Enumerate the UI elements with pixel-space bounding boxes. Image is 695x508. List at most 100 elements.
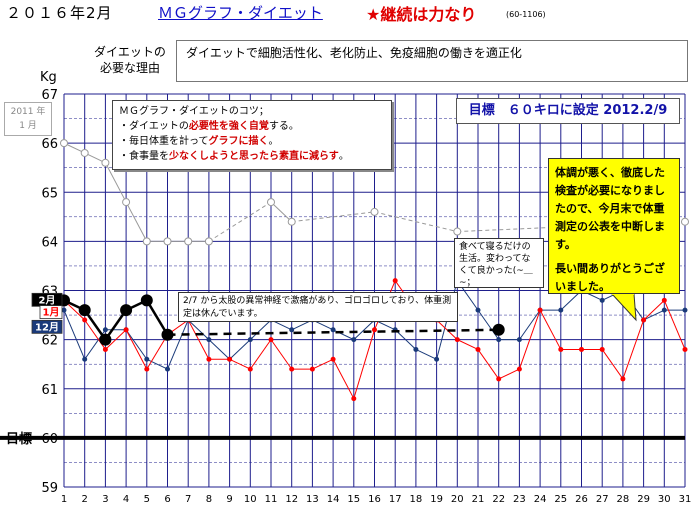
series-line-1月-29: [644, 300, 665, 320]
series-point-12月-5: [145, 357, 149, 361]
x-tick-label-4: 4: [123, 494, 129, 505]
series-point-1月-11: [269, 338, 273, 342]
x-tick-label-18: 18: [410, 494, 423, 505]
series-point-12月-22: [497, 338, 501, 342]
series-point-1月-8: [207, 357, 211, 361]
x-tick-label-19: 19: [430, 494, 443, 505]
x-tick-label-12: 12: [285, 494, 298, 505]
series-point-1月-22: [497, 377, 501, 381]
series-point-2月-6: [162, 329, 173, 340]
series-point-2011年1月-11: [268, 199, 275, 206]
series-line-2月-5: [147, 300, 168, 334]
series-point-1月-3: [103, 347, 107, 351]
x-tick-label-2: 2: [82, 494, 88, 505]
x-tick-label-5: 5: [144, 494, 150, 505]
series-point-12月-12: [290, 328, 294, 332]
x-tick-label-25: 25: [554, 494, 567, 505]
series-line-12月-8: [209, 340, 230, 360]
series-line-12月-23: [519, 310, 540, 339]
series-line-1月-11: [271, 340, 292, 369]
series-point-1月-13: [310, 367, 314, 371]
start-label-2011: 2011 年 1 月: [4, 102, 52, 136]
series-point-12月-6: [166, 367, 170, 371]
start-label-line1: 2011 年: [5, 105, 51, 119]
series-point-12月-27: [600, 298, 604, 302]
series-line-12月-18: [416, 349, 437, 359]
series-point-1月-26: [580, 347, 584, 351]
series-point-1月-10: [248, 367, 252, 371]
x-tick-label-24: 24: [534, 494, 547, 505]
series-line-1月-30: [664, 300, 685, 349]
series-point-12月-2: [83, 357, 87, 361]
series-line-1月-10: [250, 340, 271, 369]
page-motto: ★継続は力なり: [366, 1, 476, 25]
series-point-12月-19: [435, 357, 439, 361]
notice-pointer: [612, 294, 636, 320]
series-point-1月-27: [600, 347, 604, 351]
event-note: 2/7 から太股の異常神経で激痛があり、ゴロゴロしており、体重測定は休んでいます…: [178, 292, 458, 322]
series-point-1月-21: [476, 347, 480, 351]
x-tick-label-27: 27: [596, 494, 609, 505]
series-point-12月-15: [352, 338, 356, 342]
series-point-1月-2: [83, 318, 87, 322]
series-point-1月-14: [331, 357, 335, 361]
x-tick-label-9: 9: [226, 494, 232, 505]
notice-para-2: 長い間ありがとうございました。: [555, 260, 673, 296]
series-line-1月-22: [499, 369, 520, 379]
reason-label-line2: 必要な理由: [94, 60, 166, 76]
series-line-12月-9: [230, 340, 251, 360]
x-tick-label-20: 20: [451, 494, 464, 505]
series-point-2011年1月-4: [123, 199, 130, 206]
x-tick-label-16: 16: [368, 494, 381, 505]
legend-tag-label-1月: 1月: [43, 307, 60, 319]
series-line-2011年1月-11: [271, 202, 292, 222]
series-point-12月-3: [103, 328, 107, 332]
y-tick-label-62: 62: [41, 334, 58, 349]
series-point-1月-16: [373, 328, 377, 332]
series-point-1月-20: [455, 338, 459, 342]
series-point-12月-18: [414, 347, 418, 351]
x-tick-label-23: 23: [513, 494, 526, 505]
series-point-1月-31: [683, 347, 687, 351]
series-point-1月-23: [517, 367, 521, 371]
series-point-12月-14: [331, 328, 335, 332]
x-tick-label-22: 22: [492, 494, 505, 505]
series-point-1月-5: [145, 367, 149, 371]
series-point-2011年1月-20: [454, 228, 461, 235]
x-tick-label-3: 3: [102, 494, 108, 505]
series-point-2月-3: [100, 334, 111, 345]
series-point-2011年1月-7: [185, 238, 192, 245]
series-point-1月-29: [642, 318, 646, 322]
series-line-1月-28: [623, 320, 644, 379]
series-point-1月-25: [559, 347, 563, 351]
series-line-12月-7: [188, 320, 209, 340]
series-point-1月-24: [538, 308, 542, 312]
series-line-12月-10: [250, 320, 271, 340]
series-point-1月-30: [662, 298, 666, 302]
series-line-2011年1月-8: [209, 202, 271, 241]
series-point-12月-31: [683, 308, 687, 312]
x-tick-label-21: 21: [472, 494, 485, 505]
series-point-12月-1: [62, 308, 66, 312]
page-title-link[interactable]: ＭＧグラフ・ダイエット: [158, 2, 323, 23]
y-tick-label-66: 66: [41, 137, 58, 152]
y-tick-label-61: 61: [41, 383, 58, 398]
notice-box: 体調が悪く、徹底した検査が必要になりましたので、今月末で体重測定の公表を中断しま…: [548, 158, 680, 294]
y-tick-label-65: 65: [41, 186, 58, 201]
comment-box: 食べて寝るだけの生活。変わってなくて良かった(~＿~；: [454, 238, 544, 288]
x-tick-label-29: 29: [637, 494, 650, 505]
start-label-line2: 1 月: [5, 119, 51, 133]
x-tick-label-8: 8: [206, 494, 212, 505]
x-tick-label-31: 31: [679, 494, 692, 505]
x-tick-label-15: 15: [347, 494, 360, 505]
x-tick-label-11: 11: [265, 494, 278, 505]
x-tick-label-1: 1: [61, 494, 67, 505]
goal-note: 目標 ６０キロに設定 2012.2/9: [456, 98, 680, 124]
series-point-12月-23: [517, 338, 521, 342]
series-point-12月-30: [662, 308, 666, 312]
series-line-1月-20: [457, 340, 478, 350]
target-label: 目標: [6, 431, 32, 447]
series-point-2011年1月-12: [288, 218, 295, 225]
series-point-2011年1月-6: [164, 238, 171, 245]
reason-label: ダイエットの 必要な理由: [94, 44, 166, 76]
